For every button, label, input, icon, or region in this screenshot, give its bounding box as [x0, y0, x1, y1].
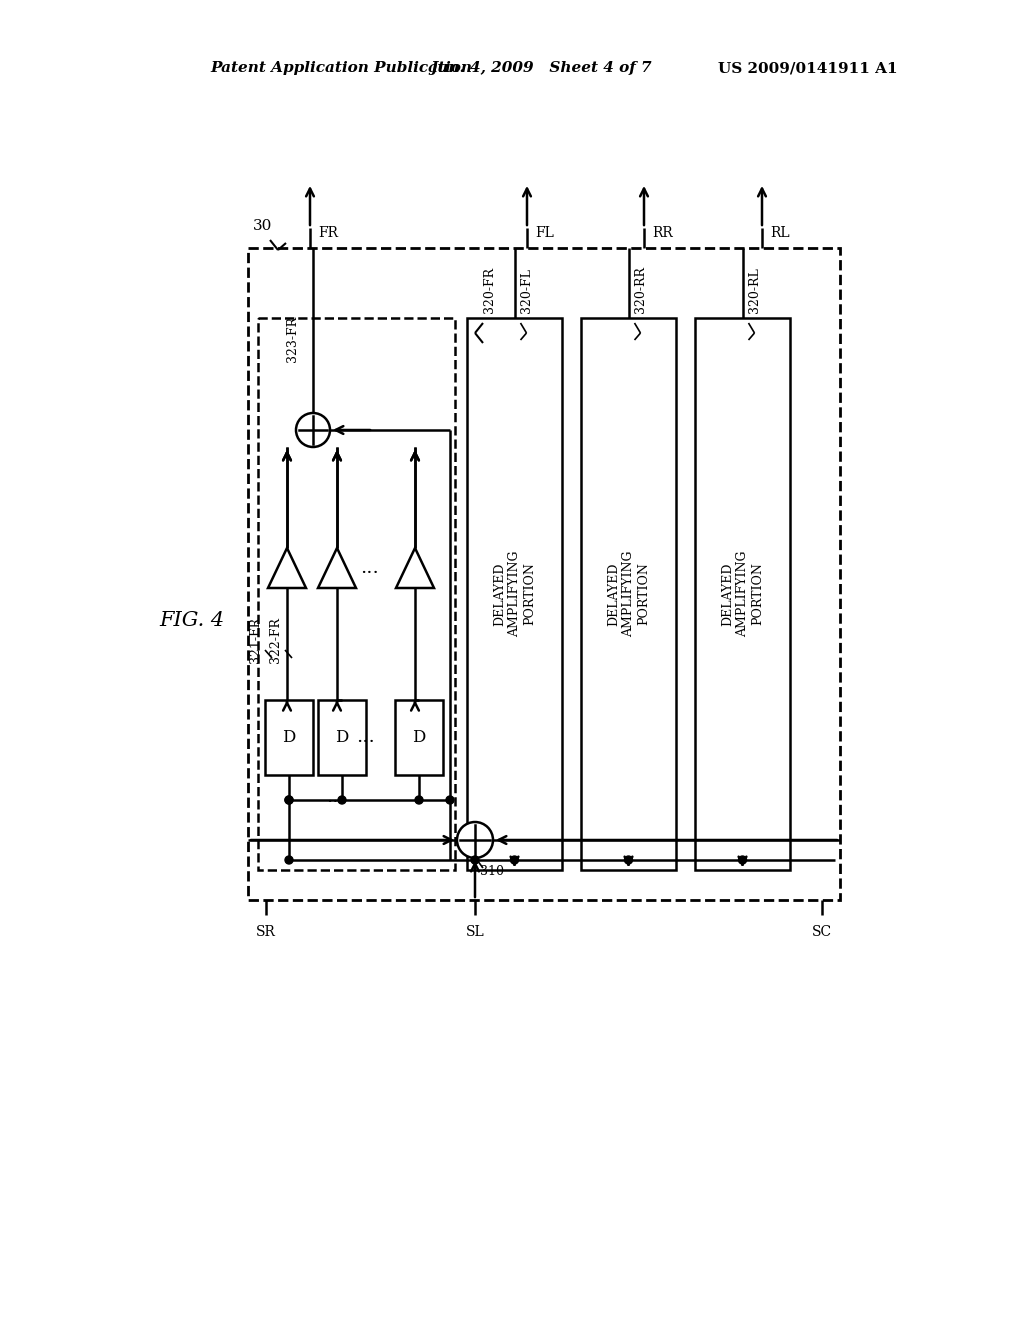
Circle shape — [285, 855, 293, 865]
Text: DELAYED
AMPLIFYING
PORTION: DELAYED AMPLIFYING PORTION — [721, 550, 764, 638]
Text: 323-FR: 323-FR — [286, 315, 299, 362]
Text: RL: RL — [770, 226, 790, 240]
Text: 320-RL: 320-RL — [748, 267, 761, 313]
Circle shape — [338, 796, 346, 804]
Text: RR: RR — [652, 226, 673, 240]
Polygon shape — [268, 548, 306, 587]
Text: DELAYED
AMPLIFYING
PORTION: DELAYED AMPLIFYING PORTION — [607, 550, 650, 638]
Bar — [265, 700, 313, 775]
Text: FIG. 4: FIG. 4 — [160, 610, 224, 630]
Bar — [695, 318, 790, 870]
Text: ...: ... — [360, 558, 379, 577]
Text: Patent Application Publication: Patent Application Publication — [210, 61, 472, 75]
Text: SC: SC — [812, 925, 833, 939]
Text: SL: SL — [466, 925, 484, 939]
Text: 310: 310 — [480, 865, 504, 878]
Text: 322-FR: 322-FR — [269, 616, 282, 663]
Bar — [581, 318, 676, 870]
Text: FR: FR — [318, 226, 338, 240]
Text: 320-FL: 320-FL — [520, 268, 534, 313]
Text: D: D — [335, 729, 349, 746]
Bar — [395, 700, 443, 775]
Circle shape — [285, 796, 293, 804]
Bar — [258, 318, 455, 870]
Text: FL: FL — [535, 226, 554, 240]
Circle shape — [415, 796, 423, 804]
Text: ...: ... — [355, 729, 375, 747]
Bar — [318, 700, 366, 775]
Text: 30: 30 — [253, 219, 272, 234]
Text: ...: ... — [326, 788, 344, 807]
Circle shape — [625, 855, 633, 865]
Text: 320-FR: 320-FR — [483, 267, 497, 313]
Circle shape — [511, 855, 518, 865]
Text: DELAYED
AMPLIFYING
PORTION: DELAYED AMPLIFYING PORTION — [493, 550, 536, 638]
Bar — [467, 318, 562, 870]
Circle shape — [457, 822, 493, 858]
Text: 321-FR: 321-FR — [249, 616, 262, 663]
Circle shape — [285, 796, 293, 804]
Text: D: D — [413, 729, 426, 746]
Circle shape — [446, 796, 454, 804]
Polygon shape — [318, 548, 356, 587]
Text: D: D — [283, 729, 296, 746]
Polygon shape — [396, 548, 434, 587]
Text: SR: SR — [256, 925, 275, 939]
Circle shape — [738, 855, 746, 865]
Bar — [248, 248, 840, 900]
Text: Jun. 4, 2009   Sheet 4 of 7: Jun. 4, 2009 Sheet 4 of 7 — [430, 61, 651, 75]
Text: 320-RR: 320-RR — [634, 267, 647, 313]
Circle shape — [296, 413, 330, 447]
Circle shape — [471, 855, 479, 865]
Text: US 2009/0141911 A1: US 2009/0141911 A1 — [718, 61, 898, 75]
